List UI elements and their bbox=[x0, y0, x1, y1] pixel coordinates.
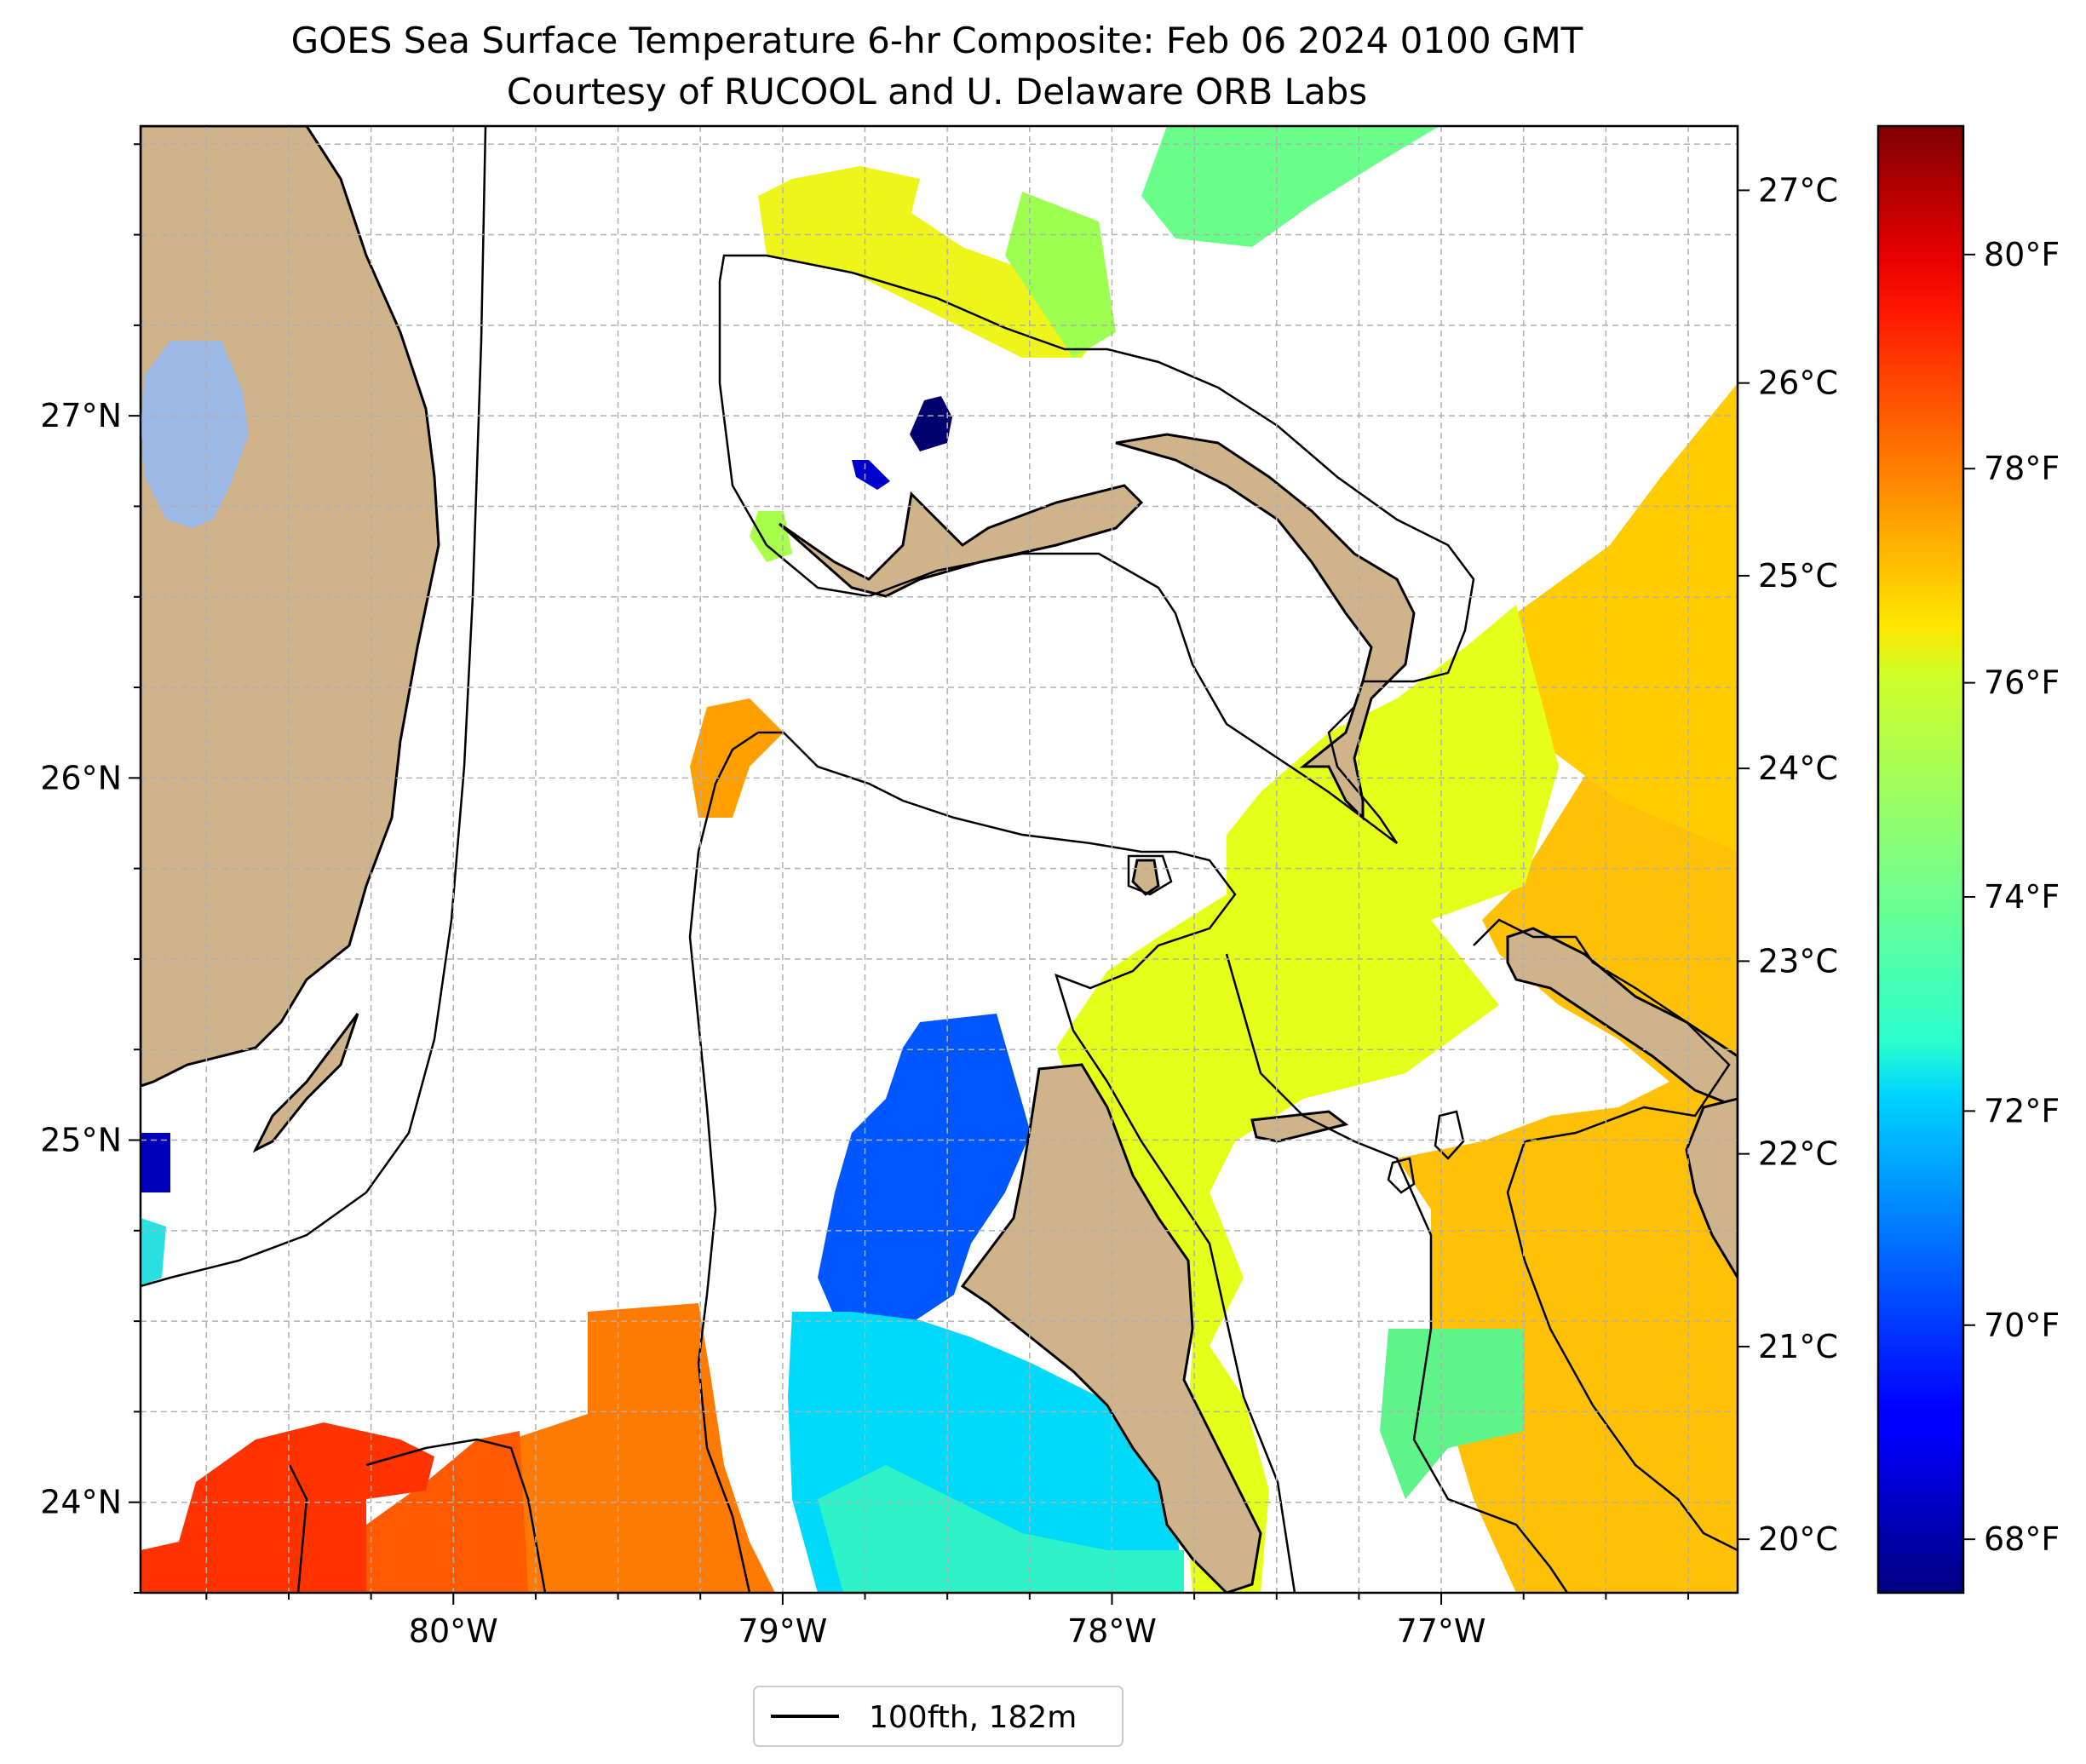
land-berry-islands bbox=[1131, 859, 1160, 896]
isobath-great-bahama-bank bbox=[758, 731, 1296, 1593]
c-tick-label: 20°C bbox=[1758, 1520, 1838, 1558]
sst-patch-south-red bbox=[141, 1422, 434, 1593]
isobath-little-bahama-bank bbox=[718, 254, 1475, 844]
isobath-exuma-sound bbox=[1473, 918, 1738, 1552]
lake-okeechobee bbox=[141, 341, 249, 528]
lon-tick-label: 80°W bbox=[409, 1612, 498, 1650]
land-grand-bahama bbox=[779, 484, 1144, 598]
sst-patch-north-green2 bbox=[1005, 192, 1116, 358]
isobath-exuma-cay-1 bbox=[1434, 1110, 1465, 1160]
sst-patch-east-warm bbox=[1516, 383, 1738, 852]
sst-spot-blue-north bbox=[852, 460, 890, 490]
lon-tick-label: 77°W bbox=[1397, 1612, 1486, 1650]
lat-tick-label: 26°N bbox=[40, 759, 122, 796]
c-tick-label: 27°C bbox=[1758, 171, 1838, 209]
sst-patch-north-yellow bbox=[758, 166, 1107, 358]
sst-patch-green-tongue bbox=[1380, 1329, 1525, 1499]
f-tick-label: 80°F bbox=[1984, 236, 2060, 273]
f-tick-label: 68°F bbox=[1984, 1520, 2060, 1558]
colorbar-celsius-ticks: 20°C 21°C 22°C 23°C 24°C 25°C 26°C 27°C bbox=[1738, 171, 1838, 1558]
map-title-line1: GOES Sea Surface Temperature 6-hr Compos… bbox=[291, 20, 1583, 61]
legend-label: 100fth, 182m bbox=[869, 1700, 1077, 1735]
colorbar: 68°F 70°F 72°F 74°F 76°F 78°F 80°F 20°C 21°C 22°… bbox=[1738, 124, 2060, 1594]
lat-tick-label: 27°N bbox=[40, 397, 122, 434]
land-eleuthera bbox=[1250, 1110, 1349, 1143]
c-tick-label: 26°C bbox=[1758, 365, 1838, 402]
f-tick-label: 78°F bbox=[1984, 450, 2060, 487]
sst-patch-east-yellow bbox=[1056, 605, 1559, 1593]
isobath-exuma-cay-2 bbox=[1387, 1157, 1416, 1194]
land-florida-keys bbox=[252, 1013, 359, 1153]
land-andros bbox=[960, 1063, 1262, 1593]
f-tick-label: 70°F bbox=[1984, 1307, 2060, 1344]
latitude-axis: 24°N 25°N 26°N 27°N bbox=[40, 143, 141, 1594]
sst-patch-north-green bbox=[1141, 126, 1440, 247]
colorbar-fahrenheit-ticks: 68°F 70°F 72°F 74°F 76°F 78°F 80°F bbox=[1963, 236, 2060, 1558]
isobath-100fth bbox=[141, 126, 1738, 1593]
isobath-tongue-of-ocean bbox=[1225, 953, 1569, 1593]
sst-spot-blue-west bbox=[141, 1133, 170, 1192]
isobath-bimini-ridge bbox=[688, 731, 759, 1593]
sst-patch-south-orange-west bbox=[366, 1431, 528, 1593]
isobath-south-florida bbox=[365, 1438, 547, 1593]
map-title-line2: Courtesy of RUCOOL and U. Delaware ORB L… bbox=[507, 71, 1367, 112]
map-frame bbox=[139, 124, 1739, 1594]
f-tick-label: 72°F bbox=[1984, 1092, 2060, 1129]
sst-patch-tongue-blue bbox=[818, 1014, 1031, 1337]
colorbar-gradient bbox=[1876, 124, 1965, 1594]
lon-tick-label: 78°W bbox=[1067, 1612, 1157, 1650]
f-tick-label: 74°F bbox=[1984, 878, 2060, 916]
map-area: 80°W 79°W 78°W 77°W 24°N 25°N 26°N 27°N bbox=[40, 124, 1739, 1650]
legend: 100fth, 182m bbox=[753, 1686, 1123, 1747]
land-cat-island bbox=[1685, 1097, 1738, 1280]
c-tick-label: 21°C bbox=[1758, 1328, 1838, 1365]
land bbox=[141, 126, 1738, 1593]
longitude-axis: 80°W 79°W 78°W 77°W bbox=[205, 1593, 1690, 1650]
sst-spot-cyan-west bbox=[141, 1218, 166, 1286]
isobath-cay-sal bbox=[288, 1464, 308, 1593]
sst-spot-darkblue-north bbox=[910, 396, 952, 451]
c-tick-label: 25°C bbox=[1758, 557, 1838, 595]
c-tick-label: 24°C bbox=[1758, 750, 1838, 787]
sst-patch-south-orange-center bbox=[511, 1303, 775, 1593]
lat-tick-label: 25°N bbox=[40, 1122, 122, 1159]
legend-box bbox=[753, 1686, 1123, 1747]
lat-tick-label: 24°N bbox=[40, 1484, 122, 1521]
map-gridlines bbox=[141, 126, 1738, 1593]
c-tick-label: 22°C bbox=[1758, 1135, 1838, 1173]
lon-tick-label: 79°W bbox=[738, 1612, 827, 1650]
sst-patch-tongue-aqua bbox=[818, 1465, 1184, 1593]
c-tick-label: 23°C bbox=[1758, 942, 1838, 980]
f-tick-label: 76°F bbox=[1984, 664, 2060, 702]
isobath-florida-shelf bbox=[141, 126, 487, 1288]
isobath-small-cay bbox=[1127, 854, 1173, 896]
